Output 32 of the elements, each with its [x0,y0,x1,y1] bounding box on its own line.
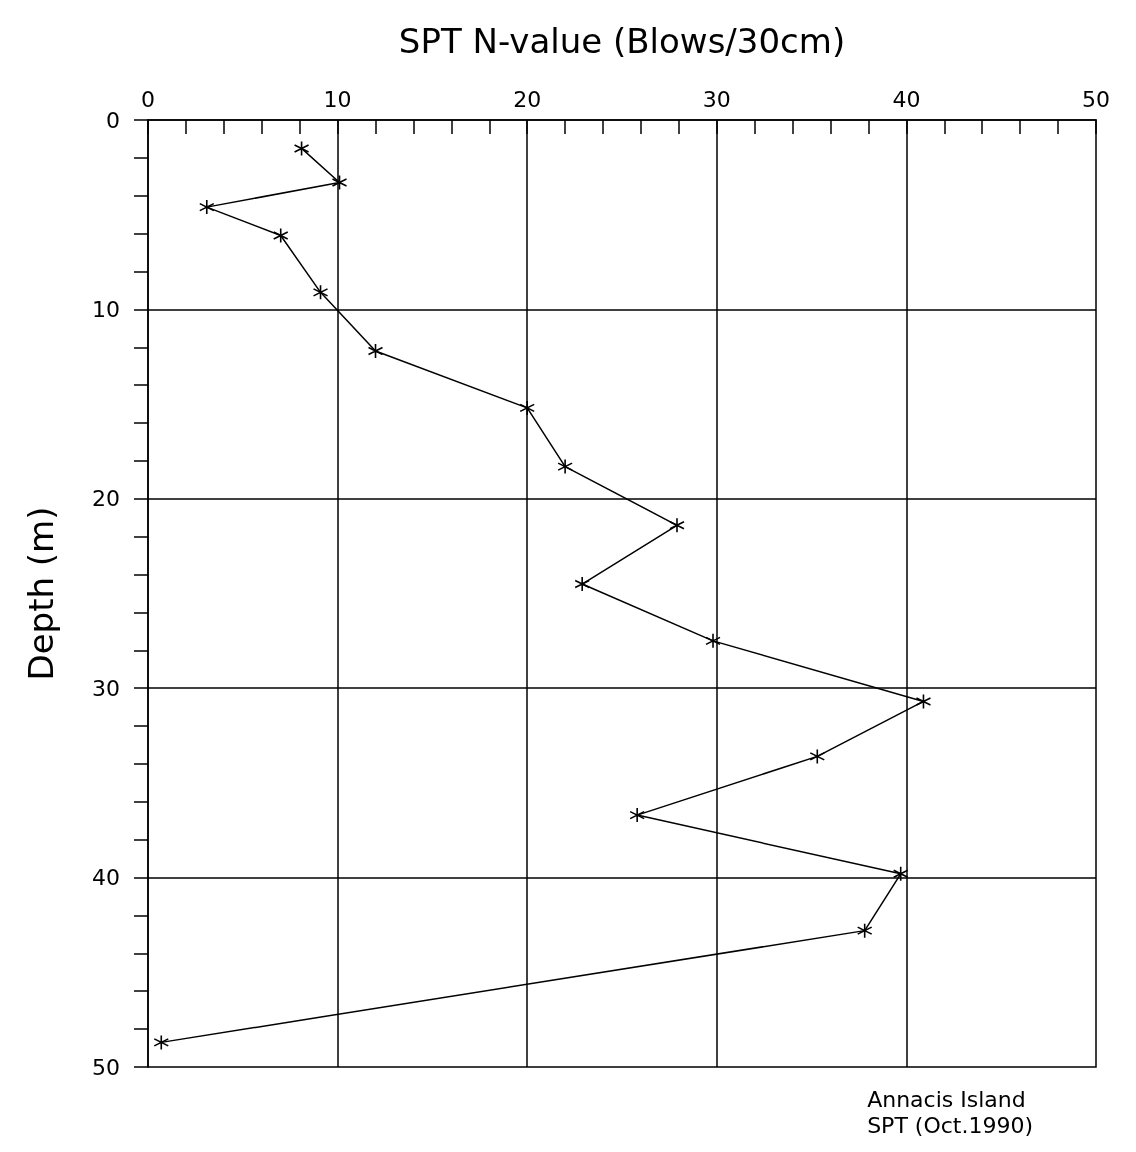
x-tick-label: 40 [892,86,921,112]
point [293,140,310,157]
point [574,576,590,592]
y-tick-label: 30 [92,675,120,701]
x-tick-label: 30 [702,86,731,112]
point [892,866,909,882]
point [557,458,573,475]
point [915,693,932,710]
x-tick-label: 10 [323,86,352,112]
x-axis-title: SPT N-value (Blows/30cm) [398,21,846,61]
point [153,1034,170,1051]
point [331,174,348,191]
point [629,807,645,823]
y-axis-title: Depth (m) [21,506,61,681]
x-tick-label: 20 [513,86,542,112]
y-tick-label: 0 [106,107,120,133]
y-tick-label: 10 [92,296,120,322]
text: Annacis Island [867,1086,1026,1112]
x-tick-label: 50 [1082,86,1110,112]
y-tick-label: 20 [92,486,120,512]
point [856,922,873,939]
point [809,748,826,765]
point [367,343,384,359]
y-tick-label: 50 [92,1054,120,1080]
x-tick-label: 0 [141,86,155,112]
text: SPT (Oct.1990) [867,1112,1034,1138]
point [312,284,329,301]
point [705,633,721,649]
point [198,199,215,215]
point [669,517,685,534]
y-tick-label: 40 [92,865,120,891]
point [272,227,289,244]
